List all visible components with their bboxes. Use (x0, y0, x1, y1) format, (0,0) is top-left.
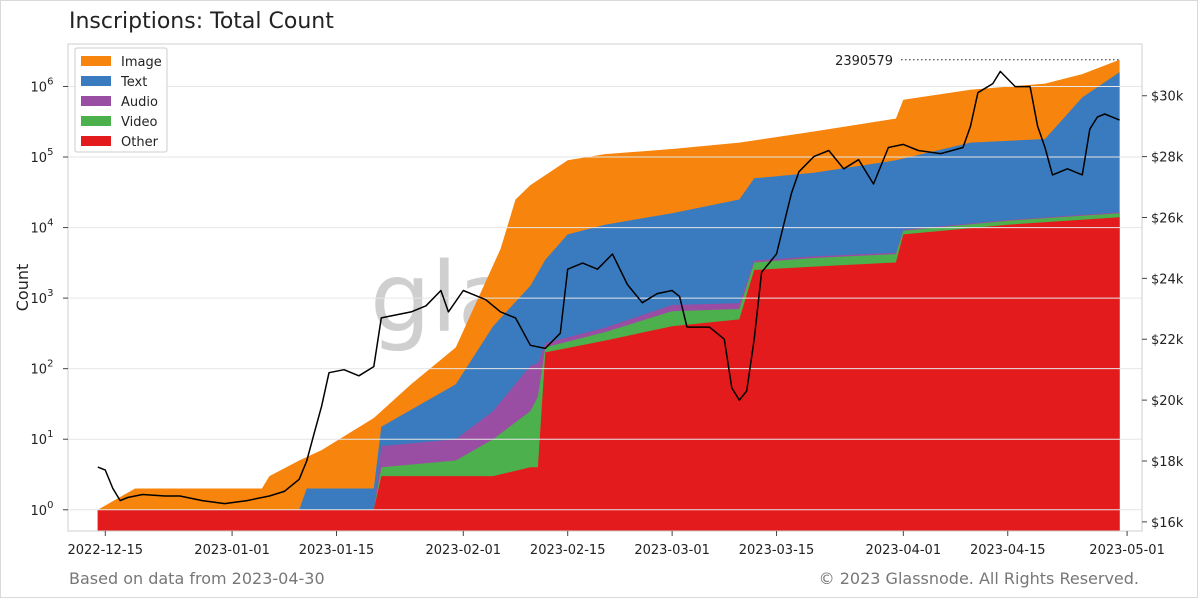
y-tick-label: 103 (31, 288, 54, 307)
legend-label-text: Text (120, 75, 147, 90)
price-tick-label: $28k (1151, 151, 1184, 166)
legend-label-video: Video (121, 115, 157, 130)
x-tick-label: 2023-03-01 (634, 543, 710, 558)
plot-border (67, 43, 1143, 532)
price-tick-label: $20k (1151, 394, 1184, 409)
y-tick-label: 102 (31, 359, 54, 378)
price-tick-label: $24k (1151, 272, 1184, 287)
y-tick-label: 100 (31, 500, 54, 519)
y-tick-label: 106 (31, 76, 54, 95)
legend-swatch-video (81, 116, 111, 126)
legend-swatch-audio (81, 96, 111, 106)
annotation-layer: 2390579 (835, 54, 1120, 69)
legend-label-image: Image (121, 55, 162, 70)
legend-label-audio: Audio (121, 95, 158, 110)
x-tick-label: 2023-04-01 (866, 543, 942, 558)
area-layer (97, 59, 1120, 532)
y-tick-label: 105 (31, 147, 54, 166)
gridlines (68, 85, 1142, 511)
y-axis-label: Count (13, 264, 32, 312)
x-tick-label: 2023-04-15 (970, 543, 1046, 558)
annotation-label: 2390579 (835, 54, 893, 69)
legend-swatch-text (81, 76, 111, 86)
y-tick-label: 104 (31, 218, 54, 237)
x-tick-label: 2023-01-01 (194, 543, 270, 558)
price-tick-label: $16k (1151, 516, 1184, 531)
x-tick-label: 2023-01-15 (299, 543, 375, 558)
price-tick-label: $22k (1151, 333, 1184, 348)
price-tick-label: $30k (1151, 90, 1184, 105)
y-tick-label: 101 (31, 429, 54, 448)
axes: 100 101 102 103 104 105 106 Count $16k $18k $20k $2… (13, 43, 1184, 558)
legend: Image Text Audio Video Other (74, 47, 168, 153)
area-other (97, 217, 1120, 532)
legend-swatch-other (81, 136, 111, 146)
price-layer (97, 70, 1120, 505)
price-tick-label: $26k (1151, 211, 1184, 226)
x-tick-label: 2023-05-01 (1089, 543, 1165, 558)
legend-label-other: Other (121, 135, 159, 150)
chart-title: Inscriptions: Total Count (69, 9, 334, 34)
x-tick-label: 2022-12-15 (68, 543, 144, 558)
legend-swatch-image (81, 56, 111, 66)
x-tick-label: 2023-02-15 (530, 543, 606, 558)
x-tick-label: 2023-03-15 (739, 543, 815, 558)
data-source-note: Based on data from 2023-04-30 (69, 569, 325, 588)
x-tick-label: 2023-02-01 (426, 543, 502, 558)
price-line (97, 70, 1120, 505)
copyright-notice: © 2023 Glassnode. All Rights Reserved. (818, 569, 1139, 588)
price-tick-label: $18k (1151, 455, 1184, 470)
